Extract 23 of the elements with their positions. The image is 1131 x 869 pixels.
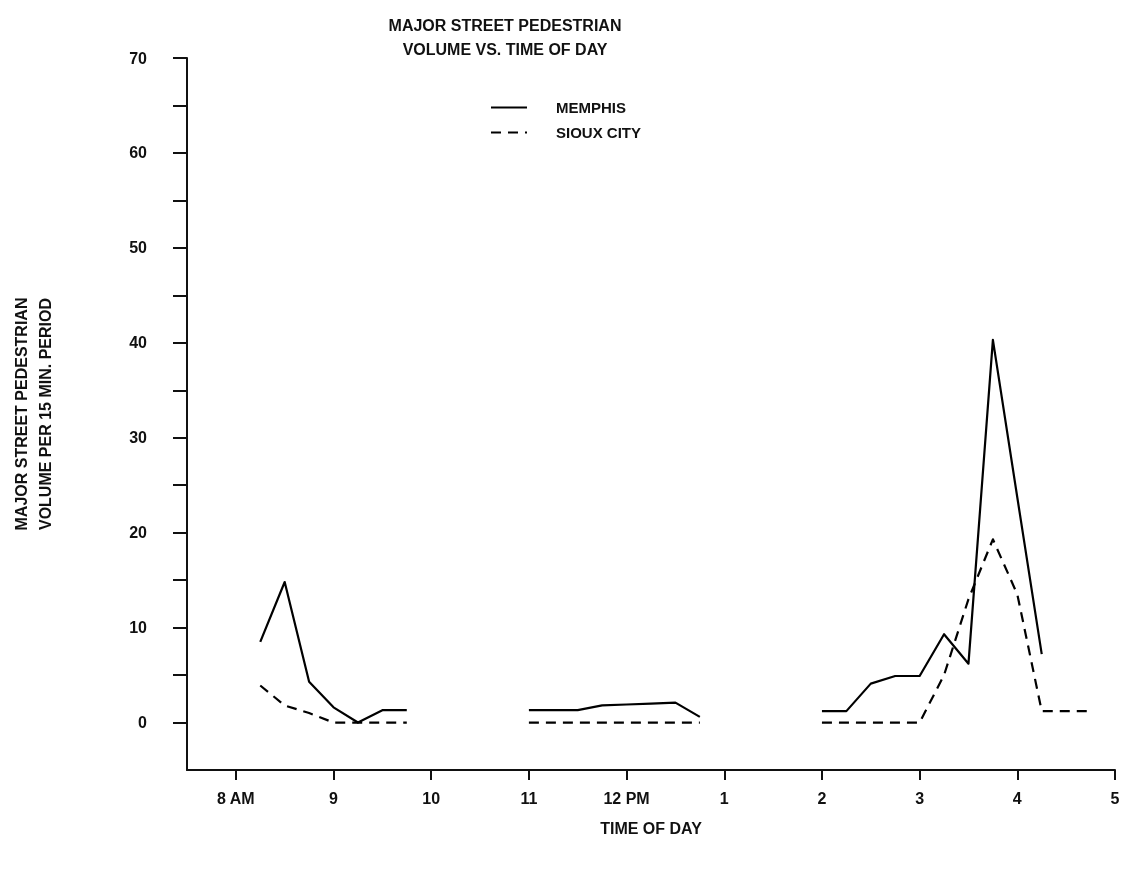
x-tick-label: 3 (915, 789, 925, 807)
y-tick-label: 40 (129, 334, 148, 352)
x-axis-title: TIME OF DAY (600, 819, 703, 837)
legend-label: MEMPHIS (555, 99, 627, 116)
x-tick-label: 8 AM (217, 789, 255, 807)
x-tick-label: 10 (422, 789, 441, 807)
x-tick-label: 4 (1012, 789, 1022, 807)
x-tick-label: 12 PM (603, 789, 650, 807)
y-tick-label: 70 (129, 49, 148, 67)
y-tick-label: 0 (138, 714, 148, 732)
x-tick-label: 1 (719, 789, 729, 807)
y-tick-label: 60 (129, 144, 148, 162)
x-tick-label: 2 (817, 789, 827, 807)
chart-title: MAJOR STREET PEDESTRIAN VOLUME VS. TIME OF DAY (388, 16, 622, 58)
x-tick-label: 5 (1110, 789, 1120, 807)
y-tick-label: 10 (129, 619, 148, 637)
x-tick-label: 11 (520, 789, 538, 807)
legend-label: SIOUX CITY (555, 124, 642, 141)
y-axis-title: MAJOR STREET PEDESTRIAN VOLUME PER 15 MIN. PERIOD (12, 297, 54, 531)
y-tick-label: 30 (129, 429, 148, 447)
y-tick-label: 50 (129, 239, 148, 257)
x-tick-label: 9 (329, 789, 339, 807)
y-tick-label: 20 (129, 524, 148, 542)
